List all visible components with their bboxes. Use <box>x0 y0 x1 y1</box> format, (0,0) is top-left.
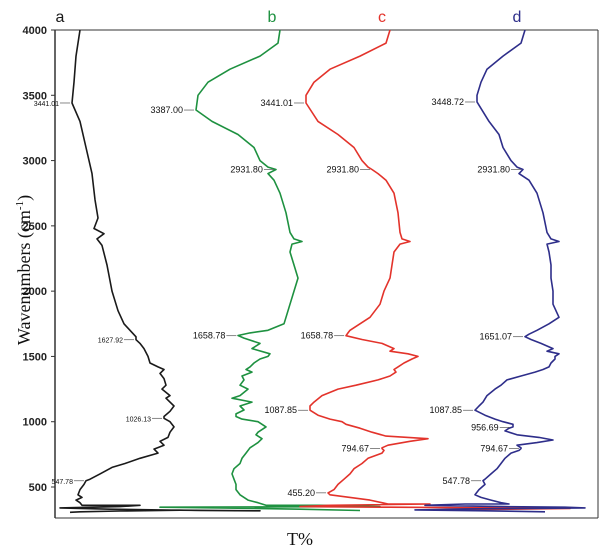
peak-label-c: 794.67 <box>342 444 370 454</box>
peak-label-b: 2931.80 <box>230 164 263 174</box>
peak-label-d: 547.78 <box>442 476 470 486</box>
peak-label-d: 1651.07 <box>479 332 512 342</box>
peak-label-d: 1087.85 <box>429 405 462 415</box>
peak-label-a: 1627.92 <box>98 338 123 345</box>
spectra-curves <box>59 29 586 514</box>
peak-label-d: 956.69 <box>471 422 499 432</box>
y-axis-title: Wavenumbers (cm-1) <box>14 195 35 345</box>
axes-frame <box>54 29 599 519</box>
peak-label-a: 547.78 <box>52 479 74 486</box>
peak-label-c: 1087.85 <box>264 405 297 415</box>
spectrum-line-d <box>414 29 586 513</box>
curve-labels: a b c d <box>56 9 522 26</box>
peak-label-b: 1658.78 <box>193 331 226 341</box>
y-tick-label-1500: 1500 <box>23 351 47 363</box>
x-axis-title: T% <box>287 529 313 549</box>
y-tick-label-3000: 3000 <box>23 156 47 168</box>
peak-label-c: 2931.80 <box>326 164 359 174</box>
curve-label-b: b <box>268 9 277 26</box>
curve-label-a: a <box>56 9 65 26</box>
peak-label-d: 3448.72 <box>431 97 464 107</box>
peak-label-a: 3441.01 <box>34 101 59 108</box>
y-tick-label-3500: 3500 <box>23 90 47 102</box>
curve-label-d: d <box>513 9 522 26</box>
peak-annotations: 3441.01 1627.92 1026.13 547.78 3387.00 2931.8… <box>34 97 524 498</box>
y-tick-label-4000: 4000 <box>23 25 47 37</box>
y-tick-label-1000: 1000 <box>23 417 47 429</box>
peak-label-d: 794.67 <box>480 444 508 454</box>
spectrum-line-c <box>299 29 571 511</box>
y-tick-label-2000: 2000 <box>23 286 47 298</box>
peak-label-c: 1658.78 <box>301 331 334 341</box>
y-tick-label-2500: 2500 <box>23 221 47 233</box>
peak-label-b: 3387.00 <box>150 105 183 115</box>
peak-label-c: 455.20 <box>288 488 316 498</box>
peak-label-c: 3441.01 <box>260 98 293 108</box>
spectrum-line-b <box>159 29 381 512</box>
spectrum-line-a <box>59 29 261 514</box>
peak-label-a: 1026.13 <box>126 416 151 423</box>
y-axis-ticks: 500 1000 1500 2000 2500 3000 3500 4000 <box>23 25 55 494</box>
curve-label-c: c <box>378 9 386 26</box>
peak-label-d: 2931.80 <box>477 164 510 174</box>
y-tick-label-500: 500 <box>29 482 47 494</box>
